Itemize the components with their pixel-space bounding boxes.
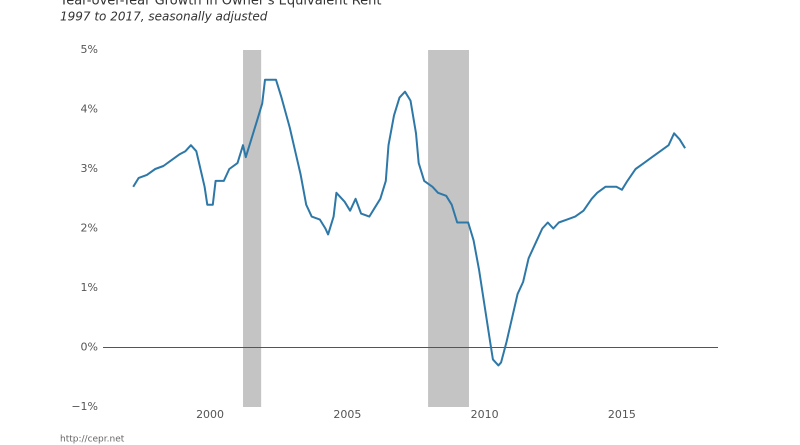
- y-tick-label: 5%: [81, 43, 98, 56]
- y-tick-label: −1%: [71, 400, 98, 413]
- source: http://cepr.net: [60, 435, 125, 445]
- y-tick-label: 4%: [81, 103, 98, 116]
- x-tick-label: 2000: [196, 408, 224, 421]
- recession-band: [243, 50, 262, 407]
- x-tick-label: 2005: [333, 408, 361, 421]
- line: [132, 78, 686, 367]
- y-tick-label: 3%: [81, 162, 98, 175]
- recession-band: [428, 50, 469, 407]
- y-tick-label: 2%: [81, 222, 98, 235]
- x-tick-label: 2010: [471, 408, 499, 421]
- chart-subtitle: 1997 to 2017, seasonally adjusted: [60, 10, 268, 24]
- x-tick-label: 2015: [608, 408, 636, 421]
- y-tick-label: 0%: [81, 341, 98, 354]
- chart-title: Year-over-Year Growth in Owner's Equival…: [59, 0, 382, 9]
- y-tick-label: 1%: [81, 281, 98, 294]
